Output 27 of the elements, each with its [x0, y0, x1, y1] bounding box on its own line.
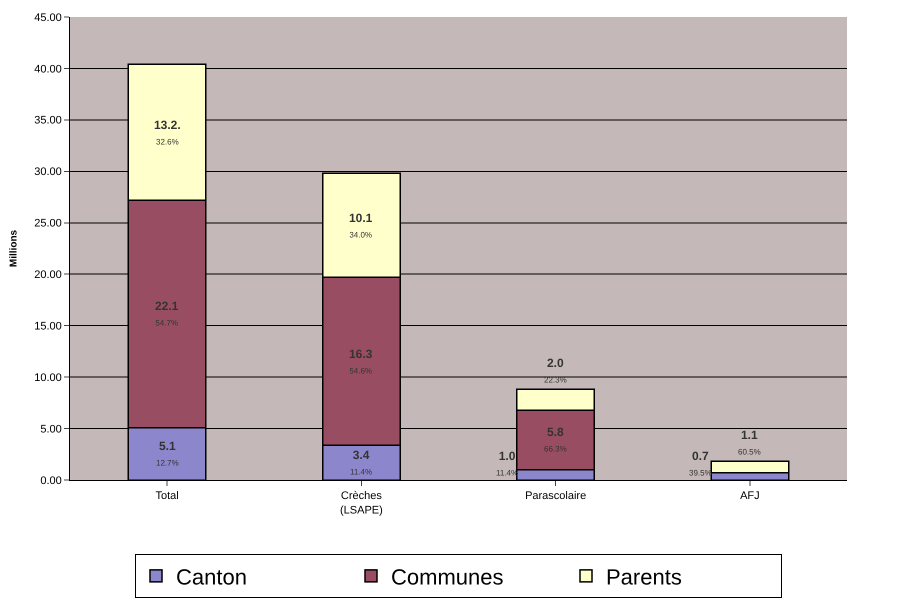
y-tick-label: 30.00 [34, 166, 62, 178]
y-tick-label: 0.00 [40, 474, 62, 487]
legend-label: Parents [606, 564, 682, 590]
y-tick-label: 35.00 [34, 114, 62, 127]
y-axis-title: Millions [8, 229, 20, 268]
data-label: 3.4 11.4% [350, 448, 372, 477]
data-label: 5.1 12.7% [156, 439, 179, 468]
x-tick-label: Parascolaire [525, 490, 586, 502]
legend-label: Canton [176, 564, 247, 590]
y-tick-label: 40.00 [34, 63, 62, 76]
x-tick-label: AFJ [740, 490, 760, 502]
y-tick-label: 15.00 [34, 320, 62, 333]
legend-label: Communes [391, 564, 504, 590]
y-tick-label: 10.00 [34, 372, 62, 384]
data-label: 1.1 60.5% [738, 428, 761, 457]
y-tick-label: 5.00 [40, 423, 62, 436]
data-label: 5.8 66.3% [544, 425, 567, 454]
y-tick-label: 20.00 [34, 269, 62, 282]
y-tick-label: 45.00 [34, 12, 62, 24]
x-tick-label: Total [156, 490, 179, 502]
data-label: 22.1 54.7% [155, 299, 179, 328]
data-label: 10.1 34.0% [349, 211, 373, 240]
data-label: 16.3 54.6% [349, 347, 373, 376]
data-label: 13.2. 32.6% [154, 118, 181, 147]
x-tick-label: Crèches (LSAPE) [340, 490, 383, 516]
data-label: 2.0 22.3% [544, 356, 567, 385]
y-tick-label: 25.00 [34, 218, 62, 230]
